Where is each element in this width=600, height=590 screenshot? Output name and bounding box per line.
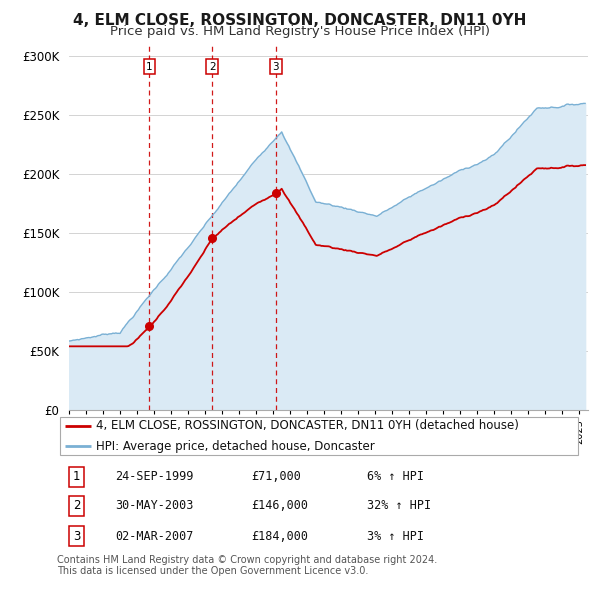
Text: 2: 2 [209, 62, 215, 71]
FancyBboxPatch shape [59, 417, 578, 455]
Text: Price paid vs. HM Land Registry's House Price Index (HPI): Price paid vs. HM Land Registry's House … [110, 25, 490, 38]
Text: 30-MAY-2003: 30-MAY-2003 [115, 499, 193, 513]
Text: 32% ↑ HPI: 32% ↑ HPI [367, 499, 431, 513]
Text: 3% ↑ HPI: 3% ↑ HPI [367, 530, 424, 543]
Text: 3: 3 [272, 62, 279, 71]
Text: HPI: Average price, detached house, Doncaster: HPI: Average price, detached house, Donc… [97, 440, 375, 453]
Text: 3: 3 [73, 530, 80, 543]
Text: £146,000: £146,000 [251, 499, 308, 513]
Text: 4, ELM CLOSE, ROSSINGTON, DONCASTER, DN11 0YH: 4, ELM CLOSE, ROSSINGTON, DONCASTER, DN1… [73, 13, 527, 28]
Text: 4, ELM CLOSE, ROSSINGTON, DONCASTER, DN11 0YH (detached house): 4, ELM CLOSE, ROSSINGTON, DONCASTER, DN1… [97, 419, 519, 432]
Text: 2: 2 [73, 499, 80, 513]
Text: £71,000: £71,000 [251, 470, 301, 483]
Text: 1: 1 [73, 470, 80, 483]
Text: Contains HM Land Registry data © Crown copyright and database right 2024.
This d: Contains HM Land Registry data © Crown c… [57, 555, 437, 576]
Text: 02-MAR-2007: 02-MAR-2007 [115, 530, 193, 543]
Text: 6% ↑ HPI: 6% ↑ HPI [367, 470, 424, 483]
Text: 1: 1 [146, 62, 153, 71]
Text: 24-SEP-1999: 24-SEP-1999 [115, 470, 193, 483]
Text: £184,000: £184,000 [251, 530, 308, 543]
